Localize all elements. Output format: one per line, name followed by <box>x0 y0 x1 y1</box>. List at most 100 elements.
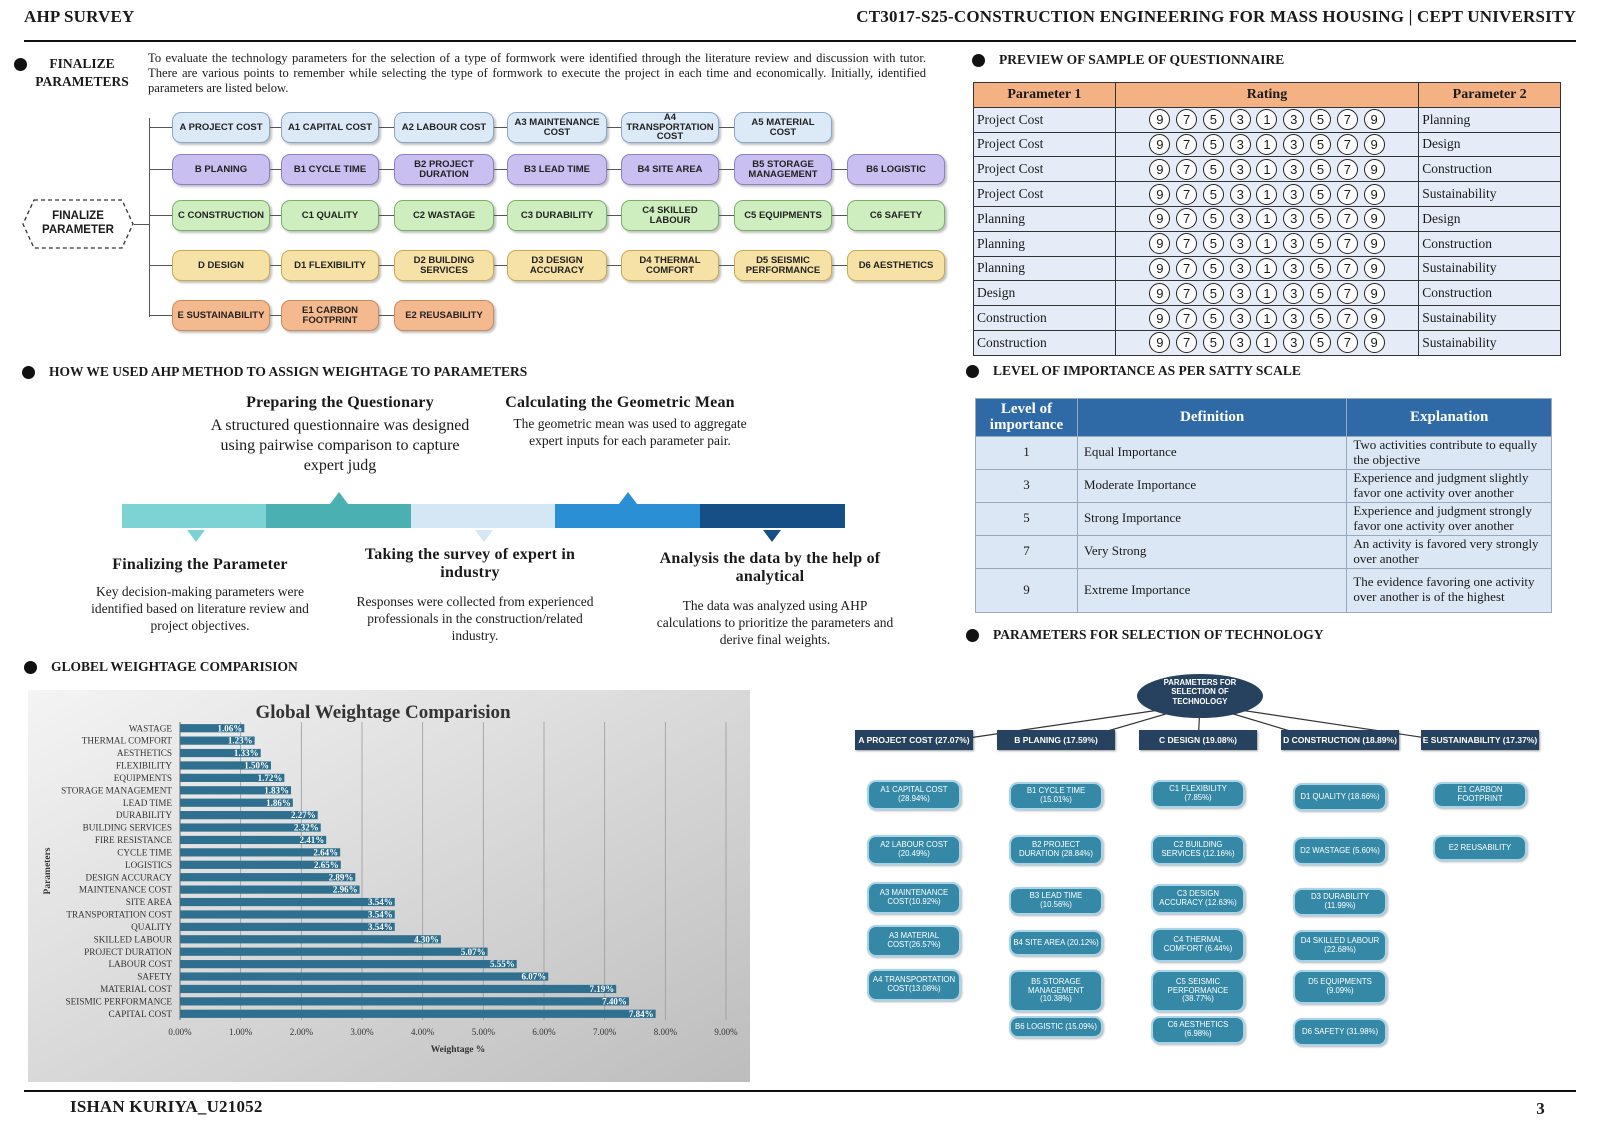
rating-option[interactable]: 9 <box>1149 109 1171 131</box>
rating-option[interactable]: 9 <box>1149 307 1171 329</box>
satty-level: 7 <box>975 534 1078 569</box>
rating-option[interactable]: 5 <box>1202 307 1224 329</box>
rating-option[interactable]: 5 <box>1202 282 1224 304</box>
rating-option[interactable]: 3 <box>1229 257 1251 279</box>
rating-option[interactable]: 5 <box>1310 158 1332 180</box>
item-connector <box>270 265 281 266</box>
rating-option[interactable]: 1 <box>1256 183 1278 205</box>
rating-option[interactable]: 3 <box>1229 133 1251 155</box>
rating-option[interactable]: 5 <box>1310 183 1332 205</box>
rating-option[interactable]: 7 <box>1336 307 1358 329</box>
rating-option[interactable]: 3 <box>1283 257 1305 279</box>
satty-level: 5 <box>975 501 1078 536</box>
rating-option[interactable]: 3 <box>1229 158 1251 180</box>
rating-option[interactable]: 5 <box>1202 133 1224 155</box>
rating-option[interactable]: 7 <box>1336 208 1358 230</box>
rating-option[interactable]: 1 <box>1256 208 1278 230</box>
rating-option[interactable]: 3 <box>1283 208 1305 230</box>
rating-option[interactable]: 9 <box>1149 133 1171 155</box>
rating-option[interactable]: 9 <box>1363 183 1385 205</box>
rating-option[interactable]: 7 <box>1176 257 1198 279</box>
rating-option[interactable]: 9 <box>1363 208 1385 230</box>
rating-option[interactable]: 5 <box>1310 257 1332 279</box>
rating-option[interactable]: 5 <box>1202 257 1224 279</box>
rating-option[interactable]: 1 <box>1256 307 1278 329</box>
rating-option[interactable]: 9 <box>1149 233 1171 255</box>
rating-option[interactable]: 1 <box>1256 133 1278 155</box>
rating-option[interactable]: 7 <box>1176 332 1198 354</box>
rating-option[interactable]: 9 <box>1149 183 1171 205</box>
rating-option[interactable]: 7 <box>1176 282 1198 304</box>
rating-option[interactable]: 7 <box>1336 257 1358 279</box>
rating-option[interactable]: 5 <box>1202 158 1224 180</box>
rating-option[interactable]: 5 <box>1202 208 1224 230</box>
rating-option[interactable]: 3 <box>1283 183 1305 205</box>
rating-option[interactable]: 7 <box>1176 158 1198 180</box>
rating-option[interactable]: 9 <box>1149 282 1171 304</box>
chart-x-tick: 1.00% <box>229 1027 253 1037</box>
rating-option[interactable]: 3 <box>1229 109 1251 131</box>
rating-option[interactable]: 7 <box>1176 307 1198 329</box>
finalize-root-shape <box>22 199 134 249</box>
rating-option[interactable]: 9 <box>1149 332 1171 354</box>
rating-option[interactable]: 7 <box>1336 109 1358 131</box>
rating-option[interactable]: 3 <box>1229 282 1251 304</box>
rating-option[interactable]: 5 <box>1310 208 1332 230</box>
rating-option[interactable]: 9 <box>1363 257 1385 279</box>
rating-option[interactable]: 9 <box>1149 158 1171 180</box>
rating-option[interactable]: 7 <box>1336 233 1358 255</box>
rating-option[interactable]: 3 <box>1229 208 1251 230</box>
rating-option[interactable]: 7 <box>1336 158 1358 180</box>
rating-option[interactable]: 1 <box>1256 257 1278 279</box>
rating-option[interactable]: 3 <box>1283 109 1305 131</box>
rating-option[interactable]: 5 <box>1310 233 1332 255</box>
rating-option[interactable]: 5 <box>1202 233 1224 255</box>
rating-option[interactable]: 5 <box>1310 307 1332 329</box>
rating-option[interactable]: 5 <box>1202 109 1224 131</box>
rating-option[interactable]: 7 <box>1336 133 1358 155</box>
rating-option[interactable]: 1 <box>1256 282 1278 304</box>
rating-option[interactable]: 5 <box>1310 133 1332 155</box>
rating-option[interactable]: 7 <box>1176 208 1198 230</box>
rating-option[interactable]: 9 <box>1149 208 1171 230</box>
rating-option[interactable]: 5 <box>1310 109 1332 131</box>
item-connector <box>494 215 507 216</box>
rating-option[interactable]: 1 <box>1256 233 1278 255</box>
rating-option[interactable]: 5 <box>1310 332 1332 354</box>
rating-option[interactable]: 9 <box>1363 109 1385 131</box>
rating-option[interactable]: 3 <box>1229 332 1251 354</box>
rating-option[interactable]: 9 <box>1363 158 1385 180</box>
rating-option[interactable]: 9 <box>1363 332 1385 354</box>
rating-option[interactable]: 3 <box>1283 158 1305 180</box>
rating-option[interactable]: 7 <box>1176 133 1198 155</box>
rating-option[interactable]: 3 <box>1229 233 1251 255</box>
rating-option[interactable]: 9 <box>1149 257 1171 279</box>
finalize-root-label: FINALIZE PARAMETER <box>22 210 134 238</box>
rating-option[interactable]: 1 <box>1256 158 1278 180</box>
rating-option[interactable]: 1 <box>1256 109 1278 131</box>
rating-option[interactable]: 7 <box>1336 282 1358 304</box>
chart-data-label: 1.06% <box>218 723 243 733</box>
rating-option[interactable]: 9 <box>1363 307 1385 329</box>
rating-option[interactable]: 1 <box>1256 332 1278 354</box>
rating-option[interactable]: 3 <box>1229 183 1251 205</box>
rating-option[interactable]: 7 <box>1176 183 1198 205</box>
rating-option[interactable]: 9 <box>1363 233 1385 255</box>
satty-heading-text: LEVEL OF IMPORTANCE AS PER SATTY SCALE <box>993 363 1301 378</box>
rating-option[interactable]: 5 <box>1310 282 1332 304</box>
rating-option[interactable]: 7 <box>1176 233 1198 255</box>
rating-option[interactable]: 9 <box>1363 282 1385 304</box>
rating-option[interactable]: 9 <box>1363 133 1385 155</box>
branch-connector <box>149 265 172 266</box>
rating-option[interactable]: 3 <box>1283 307 1305 329</box>
rating-option[interactable]: 3 <box>1283 133 1305 155</box>
rating-option[interactable]: 7 <box>1336 332 1358 354</box>
rating-option[interactable]: 5 <box>1202 332 1224 354</box>
rating-option[interactable]: 3 <box>1283 332 1305 354</box>
rating-option[interactable]: 7 <box>1336 183 1358 205</box>
rating-option[interactable]: 3 <box>1283 233 1305 255</box>
rating-option[interactable]: 3 <box>1283 282 1305 304</box>
rating-option[interactable]: 5 <box>1202 183 1224 205</box>
rating-option[interactable]: 3 <box>1229 307 1251 329</box>
rating-option[interactable]: 7 <box>1176 109 1198 131</box>
